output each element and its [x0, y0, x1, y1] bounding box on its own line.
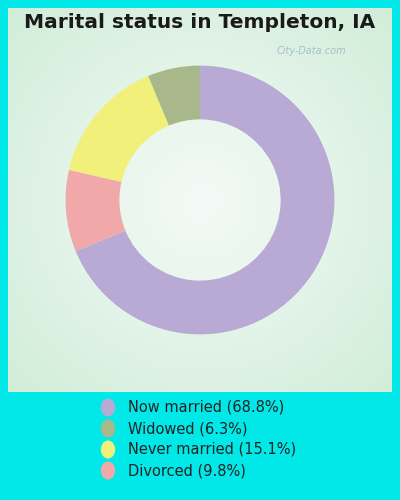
Wedge shape [69, 76, 169, 182]
Wedge shape [148, 66, 200, 126]
Text: Widowed (6.3%): Widowed (6.3%) [128, 421, 248, 436]
Text: Marital status in Templeton, IA: Marital status in Templeton, IA [24, 12, 376, 32]
Wedge shape [66, 170, 126, 251]
Wedge shape [76, 66, 334, 334]
Text: Divorced (9.8%): Divorced (9.8%) [128, 463, 246, 478]
Text: Now married (68.8%): Now married (68.8%) [128, 400, 284, 415]
Text: Never married (15.1%): Never married (15.1%) [128, 442, 296, 457]
Text: City-Data.com: City-Data.com [276, 46, 346, 56]
